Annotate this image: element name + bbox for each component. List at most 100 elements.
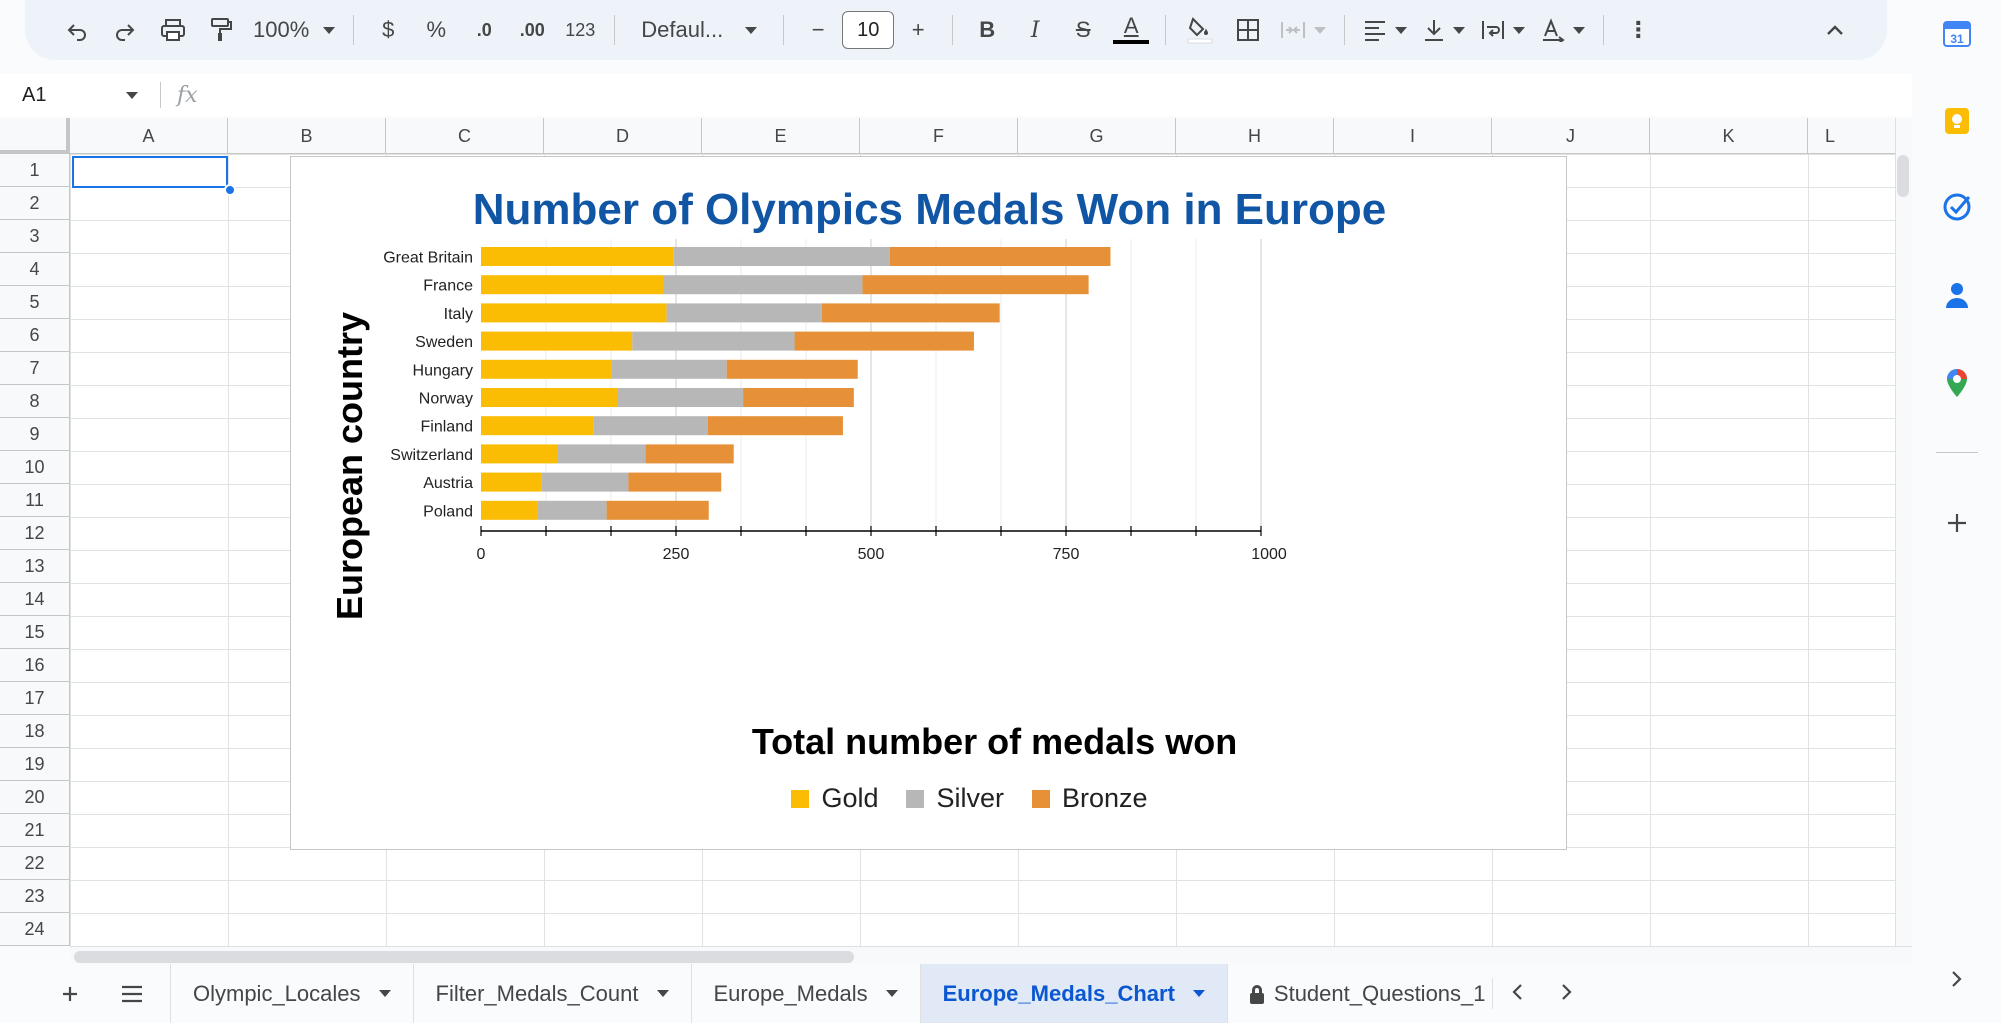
row-header[interactable]: 10	[0, 451, 70, 484]
add-sheet-icon[interactable]	[46, 970, 94, 1018]
sheet-tab-olympic-locales[interactable]: Olympic_Locales	[170, 964, 413, 1023]
formula-input[interactable]	[198, 74, 1912, 116]
selected-cell[interactable]	[72, 156, 228, 188]
toolbar-divider	[1603, 15, 1605, 45]
row-header[interactable]: 19	[0, 748, 70, 781]
sheet-tab-europe-medals-chart[interactable]: Europe_Medals_Chart	[919, 964, 1227, 1023]
currency-format-button[interactable]: $	[382, 17, 395, 42]
paint-format-icon[interactable]	[201, 10, 241, 50]
row-header[interactable]: 14	[0, 583, 70, 616]
bar-silver	[541, 472, 629, 492]
vertical-align-select[interactable]	[1415, 18, 1473, 42]
row-header[interactable]: 7	[0, 352, 70, 385]
horizontal-scrollbar[interactable]	[70, 946, 1912, 964]
borders-icon[interactable]	[1228, 10, 1268, 50]
name-box[interactable]: A1	[0, 84, 160, 107]
all-sheets-menu-icon[interactable]	[108, 970, 156, 1018]
maps-icon[interactable]	[1940, 366, 1974, 400]
decrease-decimal-button[interactable]: .0	[464, 10, 504, 50]
row-header[interactable]: 11	[0, 484, 70, 517]
row-header[interactable]: 23	[0, 880, 70, 913]
column-header[interactable]: H	[1176, 118, 1334, 154]
column-header[interactable]: B	[228, 118, 386, 154]
expand-panel-icon[interactable]	[1940, 962, 1974, 996]
column-header[interactable]: J	[1492, 118, 1650, 154]
redo-icon[interactable]	[105, 10, 145, 50]
horizontal-scrollbar-thumb[interactable]	[74, 951, 854, 963]
row-header[interactable]: 18	[0, 715, 70, 748]
increase-font-size-button[interactable]: +	[911, 17, 925, 42]
column-header[interactable]: C	[386, 118, 544, 154]
sheet-tab-europe-medals[interactable]: Europe_Medals	[690, 964, 920, 1023]
row-header[interactable]: 15	[0, 616, 70, 649]
column-header[interactable]: L	[1808, 118, 1895, 154]
side-panel-divider	[1936, 452, 1978, 453]
add-addon-icon[interactable]	[1940, 506, 1974, 540]
scroll-tabs-left-icon[interactable]	[1491, 978, 1542, 1009]
chevron-down-icon	[1453, 26, 1466, 34]
vertical-scrollbar[interactable]	[1895, 118, 1913, 946]
row-header[interactable]: 13	[0, 550, 70, 583]
row-header[interactable]: 12	[0, 517, 70, 550]
print-icon[interactable]	[153, 10, 193, 50]
chevron-down-icon[interactable]	[1192, 990, 1205, 997]
number-format-button[interactable]: 123	[565, 19, 596, 40]
vertical-scrollbar-thumb[interactable]	[1897, 155, 1909, 197]
keep-icon[interactable]	[1940, 104, 1974, 138]
row-header[interactable]: 9	[0, 418, 70, 451]
percent-format-button[interactable]: %	[426, 17, 447, 42]
sheet-tab-student-questions[interactable]: Student_Questions_1	[1226, 964, 1492, 1023]
fill-handle[interactable]	[224, 184, 236, 196]
column-header[interactable]: A	[70, 118, 228, 154]
row-header[interactable]: 24	[0, 913, 70, 946]
bold-button[interactable]: B	[979, 17, 996, 42]
column-header[interactable]: D	[544, 118, 702, 154]
text-wrap-select[interactable]	[1473, 19, 1533, 41]
column-header[interactable]: E	[702, 118, 860, 154]
row-header[interactable]: 21	[0, 814, 70, 847]
row-header[interactable]: 6	[0, 319, 70, 352]
column-header[interactable]: I	[1334, 118, 1492, 154]
scroll-tabs-right-icon[interactable]	[1542, 978, 1592, 1009]
strikethrough-button[interactable]: S	[1075, 17, 1091, 42]
row-header[interactable]: 16	[0, 649, 70, 682]
text-rotation-select[interactable]	[1533, 18, 1593, 42]
bar-gold	[481, 303, 667, 323]
column-header[interactable]: F	[860, 118, 1018, 154]
font-family-select[interactable]: Defaul...	[625, 17, 773, 43]
row-header[interactable]: 3	[0, 220, 70, 253]
contacts-icon[interactable]	[1940, 278, 1974, 312]
row-header[interactable]: 2	[0, 187, 70, 220]
horizontal-align-select[interactable]	[1355, 19, 1415, 41]
collapse-toolbar-icon[interactable]	[1815, 10, 1855, 50]
sheet-tab-filter-medals-count[interactable]: Filter_Medals_Count	[412, 964, 691, 1023]
chevron-down-icon[interactable]	[885, 990, 898, 997]
formula-divider	[160, 82, 161, 108]
row-header[interactable]: 17	[0, 682, 70, 715]
font-size-input[interactable]: 10	[842, 11, 895, 49]
column-header[interactable]: K	[1650, 118, 1808, 154]
zoom-select[interactable]: 100%	[245, 17, 343, 43]
column-header[interactable]: G	[1018, 118, 1176, 154]
chart[interactable]: Number of Olympics Medals Won in Europe …	[290, 156, 1567, 850]
bar-bronze	[862, 275, 1089, 295]
row-header[interactable]: 22	[0, 847, 70, 880]
row-header[interactable]: 4	[0, 253, 70, 286]
row-header[interactable]: 20	[0, 781, 70, 814]
increase-decimal-button[interactable]: .00	[512, 10, 552, 50]
chevron-down-icon[interactable]	[656, 990, 669, 997]
calendar-icon[interactable]: 31	[1940, 16, 1974, 50]
decrease-font-size-button[interactable]: −	[811, 17, 825, 42]
fill-color-icon[interactable]	[1180, 10, 1220, 50]
row-header[interactable]: 5	[0, 286, 70, 319]
chevron-down-icon[interactable]	[378, 990, 391, 997]
italic-button[interactable]: I	[1030, 17, 1040, 43]
tasks-icon[interactable]	[1940, 190, 1974, 224]
text-color-button[interactable]: A	[1111, 10, 1151, 50]
more-options-button[interactable]: ⋮	[1627, 17, 1650, 42]
row-header[interactable]: 1	[0, 154, 70, 187]
undo-icon[interactable]	[57, 10, 97, 50]
select-all-corner[interactable]	[0, 118, 70, 154]
row-header[interactable]: 8	[0, 385, 70, 418]
merge-cells-select[interactable]	[1272, 18, 1334, 42]
